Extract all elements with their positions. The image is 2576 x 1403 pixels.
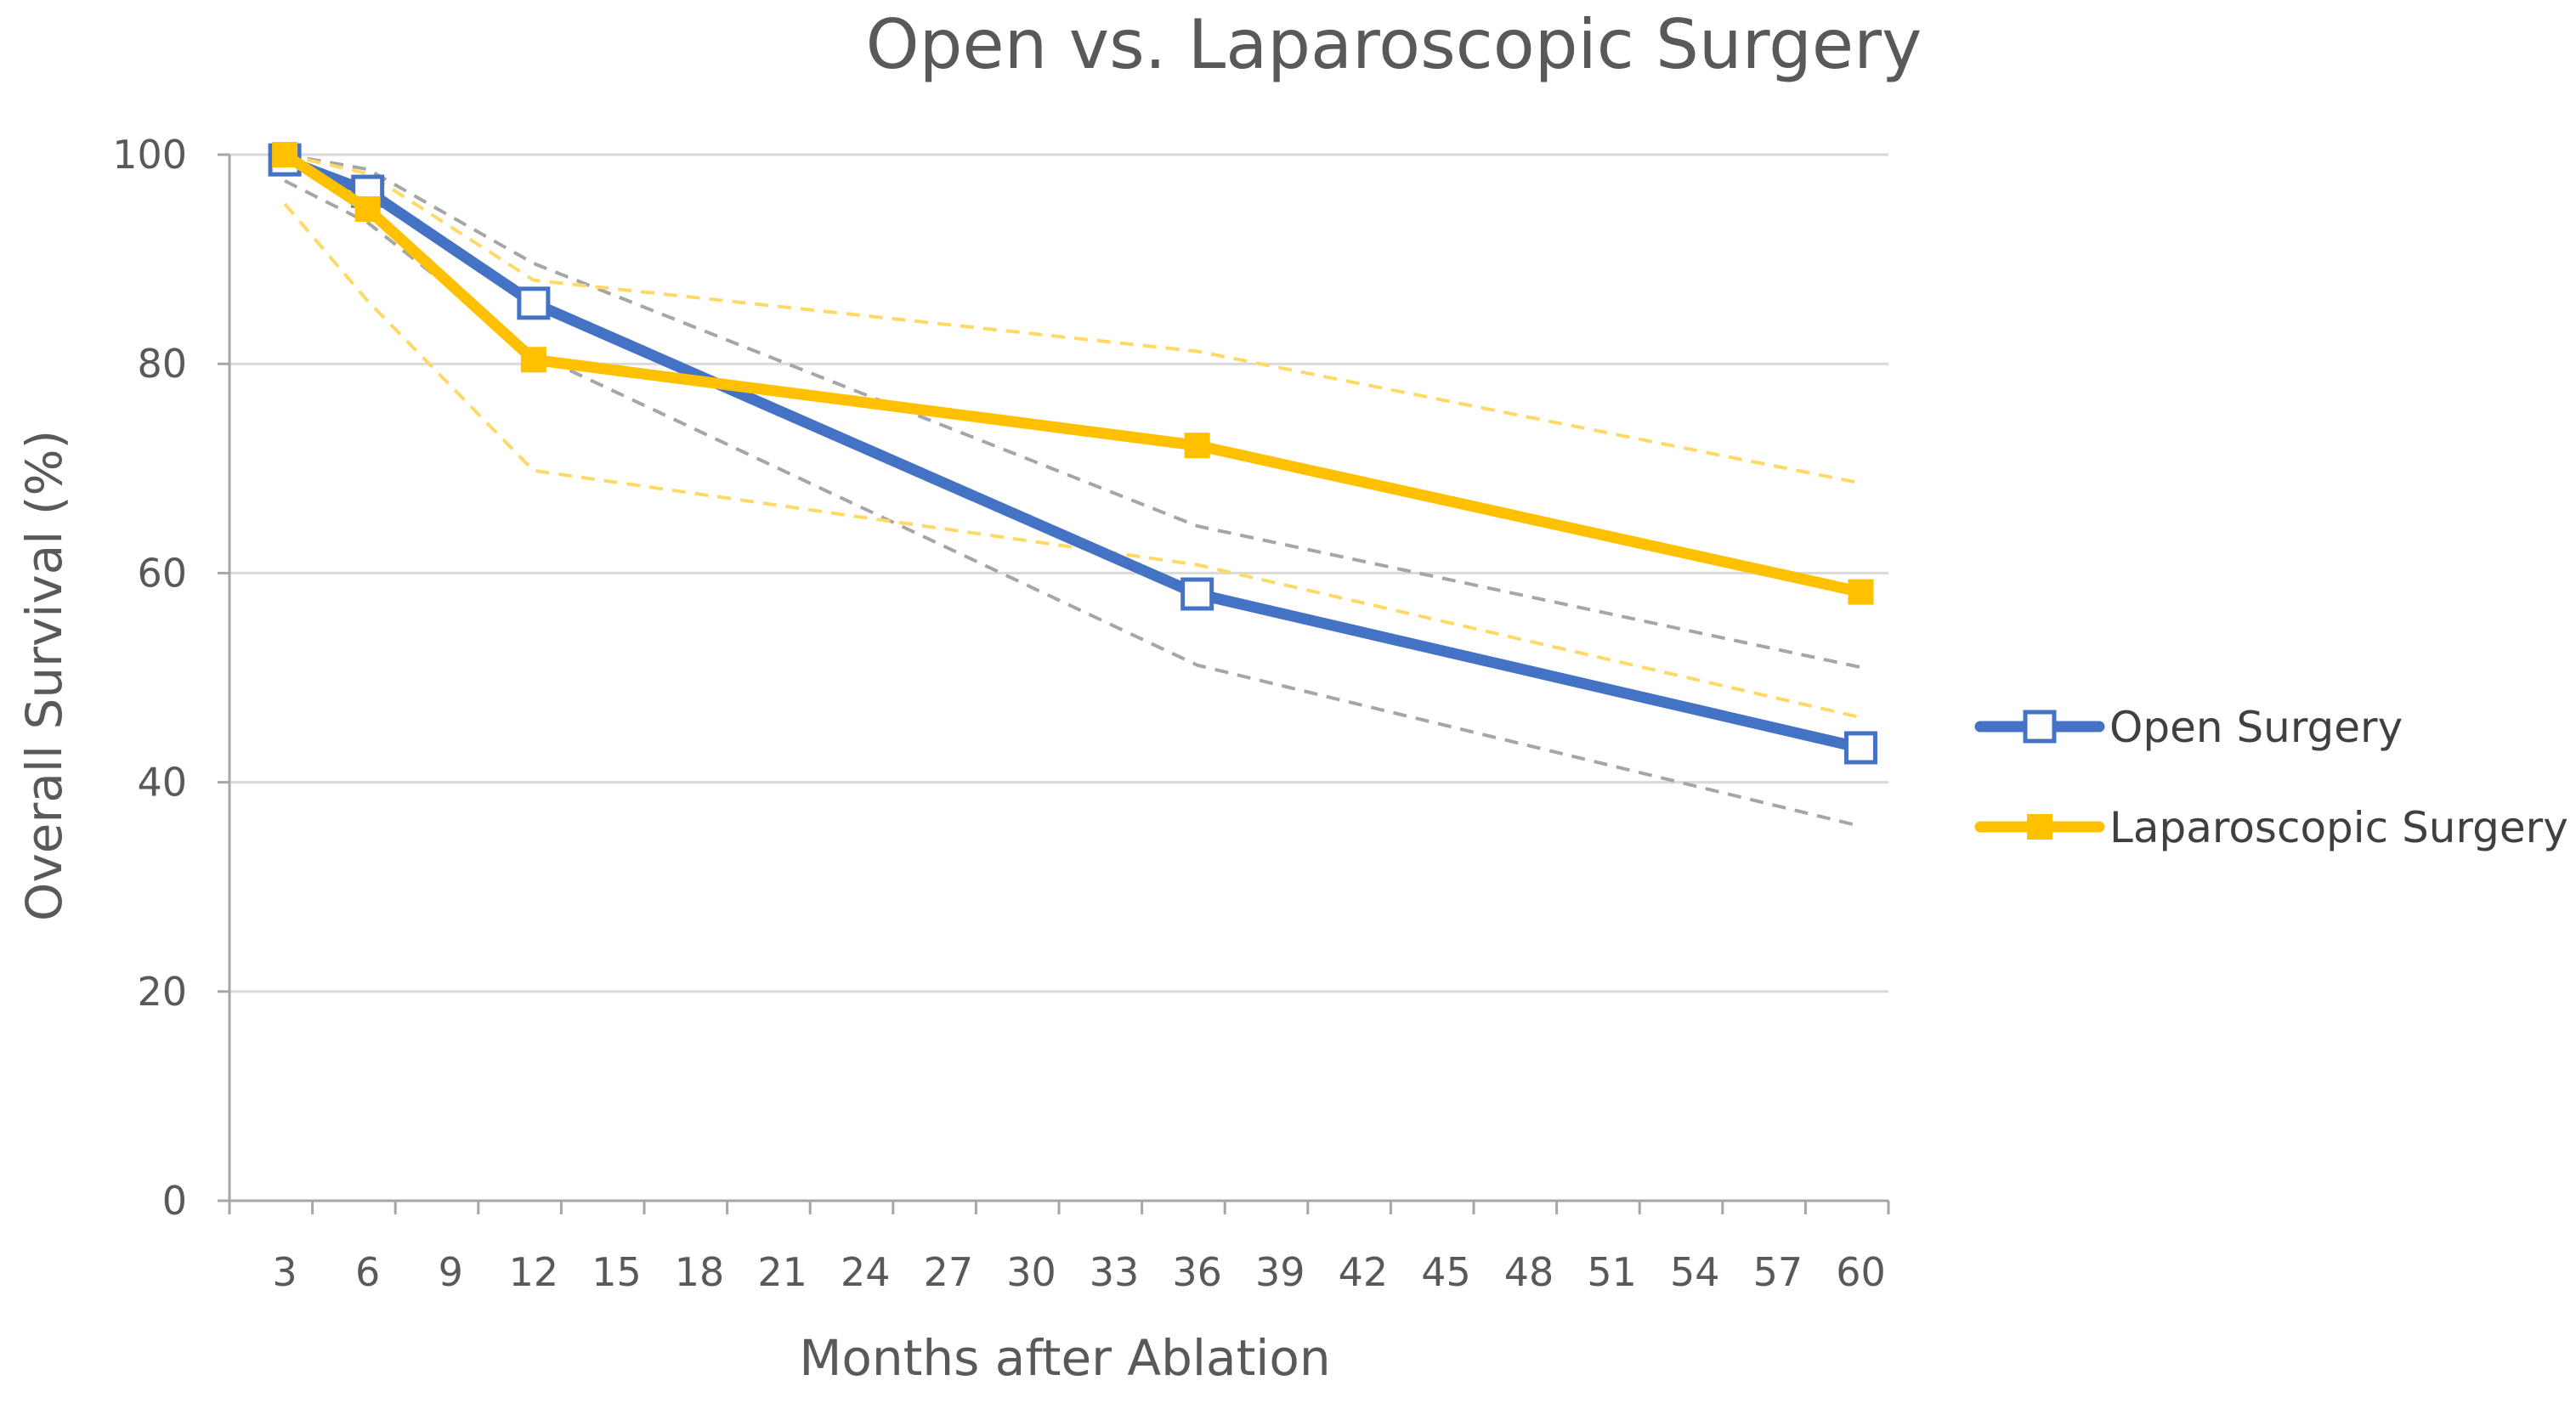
x-tick-label-9: 9 [439, 1249, 463, 1295]
x-tick-label-57: 57 [1753, 1249, 1803, 1295]
x-tick-label-21: 21 [757, 1249, 807, 1295]
series-lines [268, 142, 1877, 765]
x-tick-label-36: 36 [1172, 1249, 1222, 1295]
x-tick-label-6: 6 [355, 1249, 380, 1295]
legend-open-surgery-label: Open Surgery [2109, 703, 2403, 752]
x-axis-label: Months after Ablation [799, 1329, 1330, 1387]
open-surgery-point-60 [1843, 731, 1877, 765]
axes [218, 153, 1890, 1214]
open-surgery-ci-upper-line [284, 153, 1861, 670]
y-tick-label-40: 40 [137, 760, 187, 806]
open-surgery-point-12 [517, 286, 551, 320]
legend-laparoscopic-surgery-label: Laparoscopic Surgery [2109, 803, 2568, 852]
open-surgery-ci-lower-line [284, 179, 1861, 829]
laparoscopic-surgery-ci-upper-line [284, 153, 1861, 485]
laparoscopic-surgery-point-3 [272, 142, 298, 167]
x-tick-label-60: 60 [1836, 1249, 1886, 1295]
x-tick-label-54: 54 [1670, 1249, 1720, 1295]
legend: Open Surgery Laparoscopic Surgery [1974, 703, 2568, 852]
x-tick-label-27: 27 [924, 1249, 974, 1295]
open-surgery-point-36 [1180, 577, 1214, 611]
x-tick-label-45: 45 [1421, 1249, 1471, 1295]
laparoscopic-surgery-line [279, 149, 1866, 598]
y-tick-label-60: 60 [137, 550, 187, 596]
laparoscopic-surgery-ci-lower-line [283, 202, 1861, 720]
gridlines [229, 153, 1888, 993]
x-tick-label-30: 30 [1006, 1249, 1056, 1295]
y-tick-label-20: 20 [137, 969, 187, 1015]
laparoscopic-surgery-point-60 [1848, 579, 1874, 605]
laparoscopic-surgery-point-36 [1184, 433, 1210, 459]
x-tick-label-12: 12 [509, 1249, 559, 1295]
x-tick-label-33: 33 [1090, 1249, 1140, 1295]
x-tick-labels: 3 6 9 12 15 18 21 24 27 30 33 36 39 42 45 48 51 54 57 60 [272, 1249, 1885, 1295]
open-surgery-line [279, 154, 1866, 754]
y-axis-label: Overall Survival (%) [15, 430, 73, 921]
x-tick-label-15: 15 [592, 1249, 642, 1295]
y-tick-label-80: 80 [137, 341, 187, 387]
x-tick-label-24: 24 [841, 1249, 891, 1295]
legend-open-surgery-marker [2023, 710, 2057, 744]
laparoscopic-surgery-point-6 [354, 196, 381, 223]
x-tick-label-51: 51 [1587, 1249, 1637, 1295]
confidence-bands [283, 153, 1861, 829]
legend-laparoscopic-surgery-marker [2027, 814, 2052, 840]
y-tick-labels: 0 20 40 60 80 100 [112, 132, 187, 1224]
y-tick-label-0: 0 [162, 1178, 187, 1224]
chart-title: Open vs. Laparoscopic Surgery [866, 5, 1922, 84]
x-tick-label-48: 48 [1504, 1249, 1554, 1295]
x-tick-label-42: 42 [1339, 1249, 1389, 1295]
laparoscopic-surgery-point-12 [520, 347, 546, 373]
x-tick-label-39: 39 [1255, 1249, 1305, 1295]
y-tick-label-100: 100 [112, 132, 187, 178]
x-tick-label-3: 3 [272, 1249, 297, 1295]
x-tick-label-18: 18 [675, 1249, 725, 1295]
